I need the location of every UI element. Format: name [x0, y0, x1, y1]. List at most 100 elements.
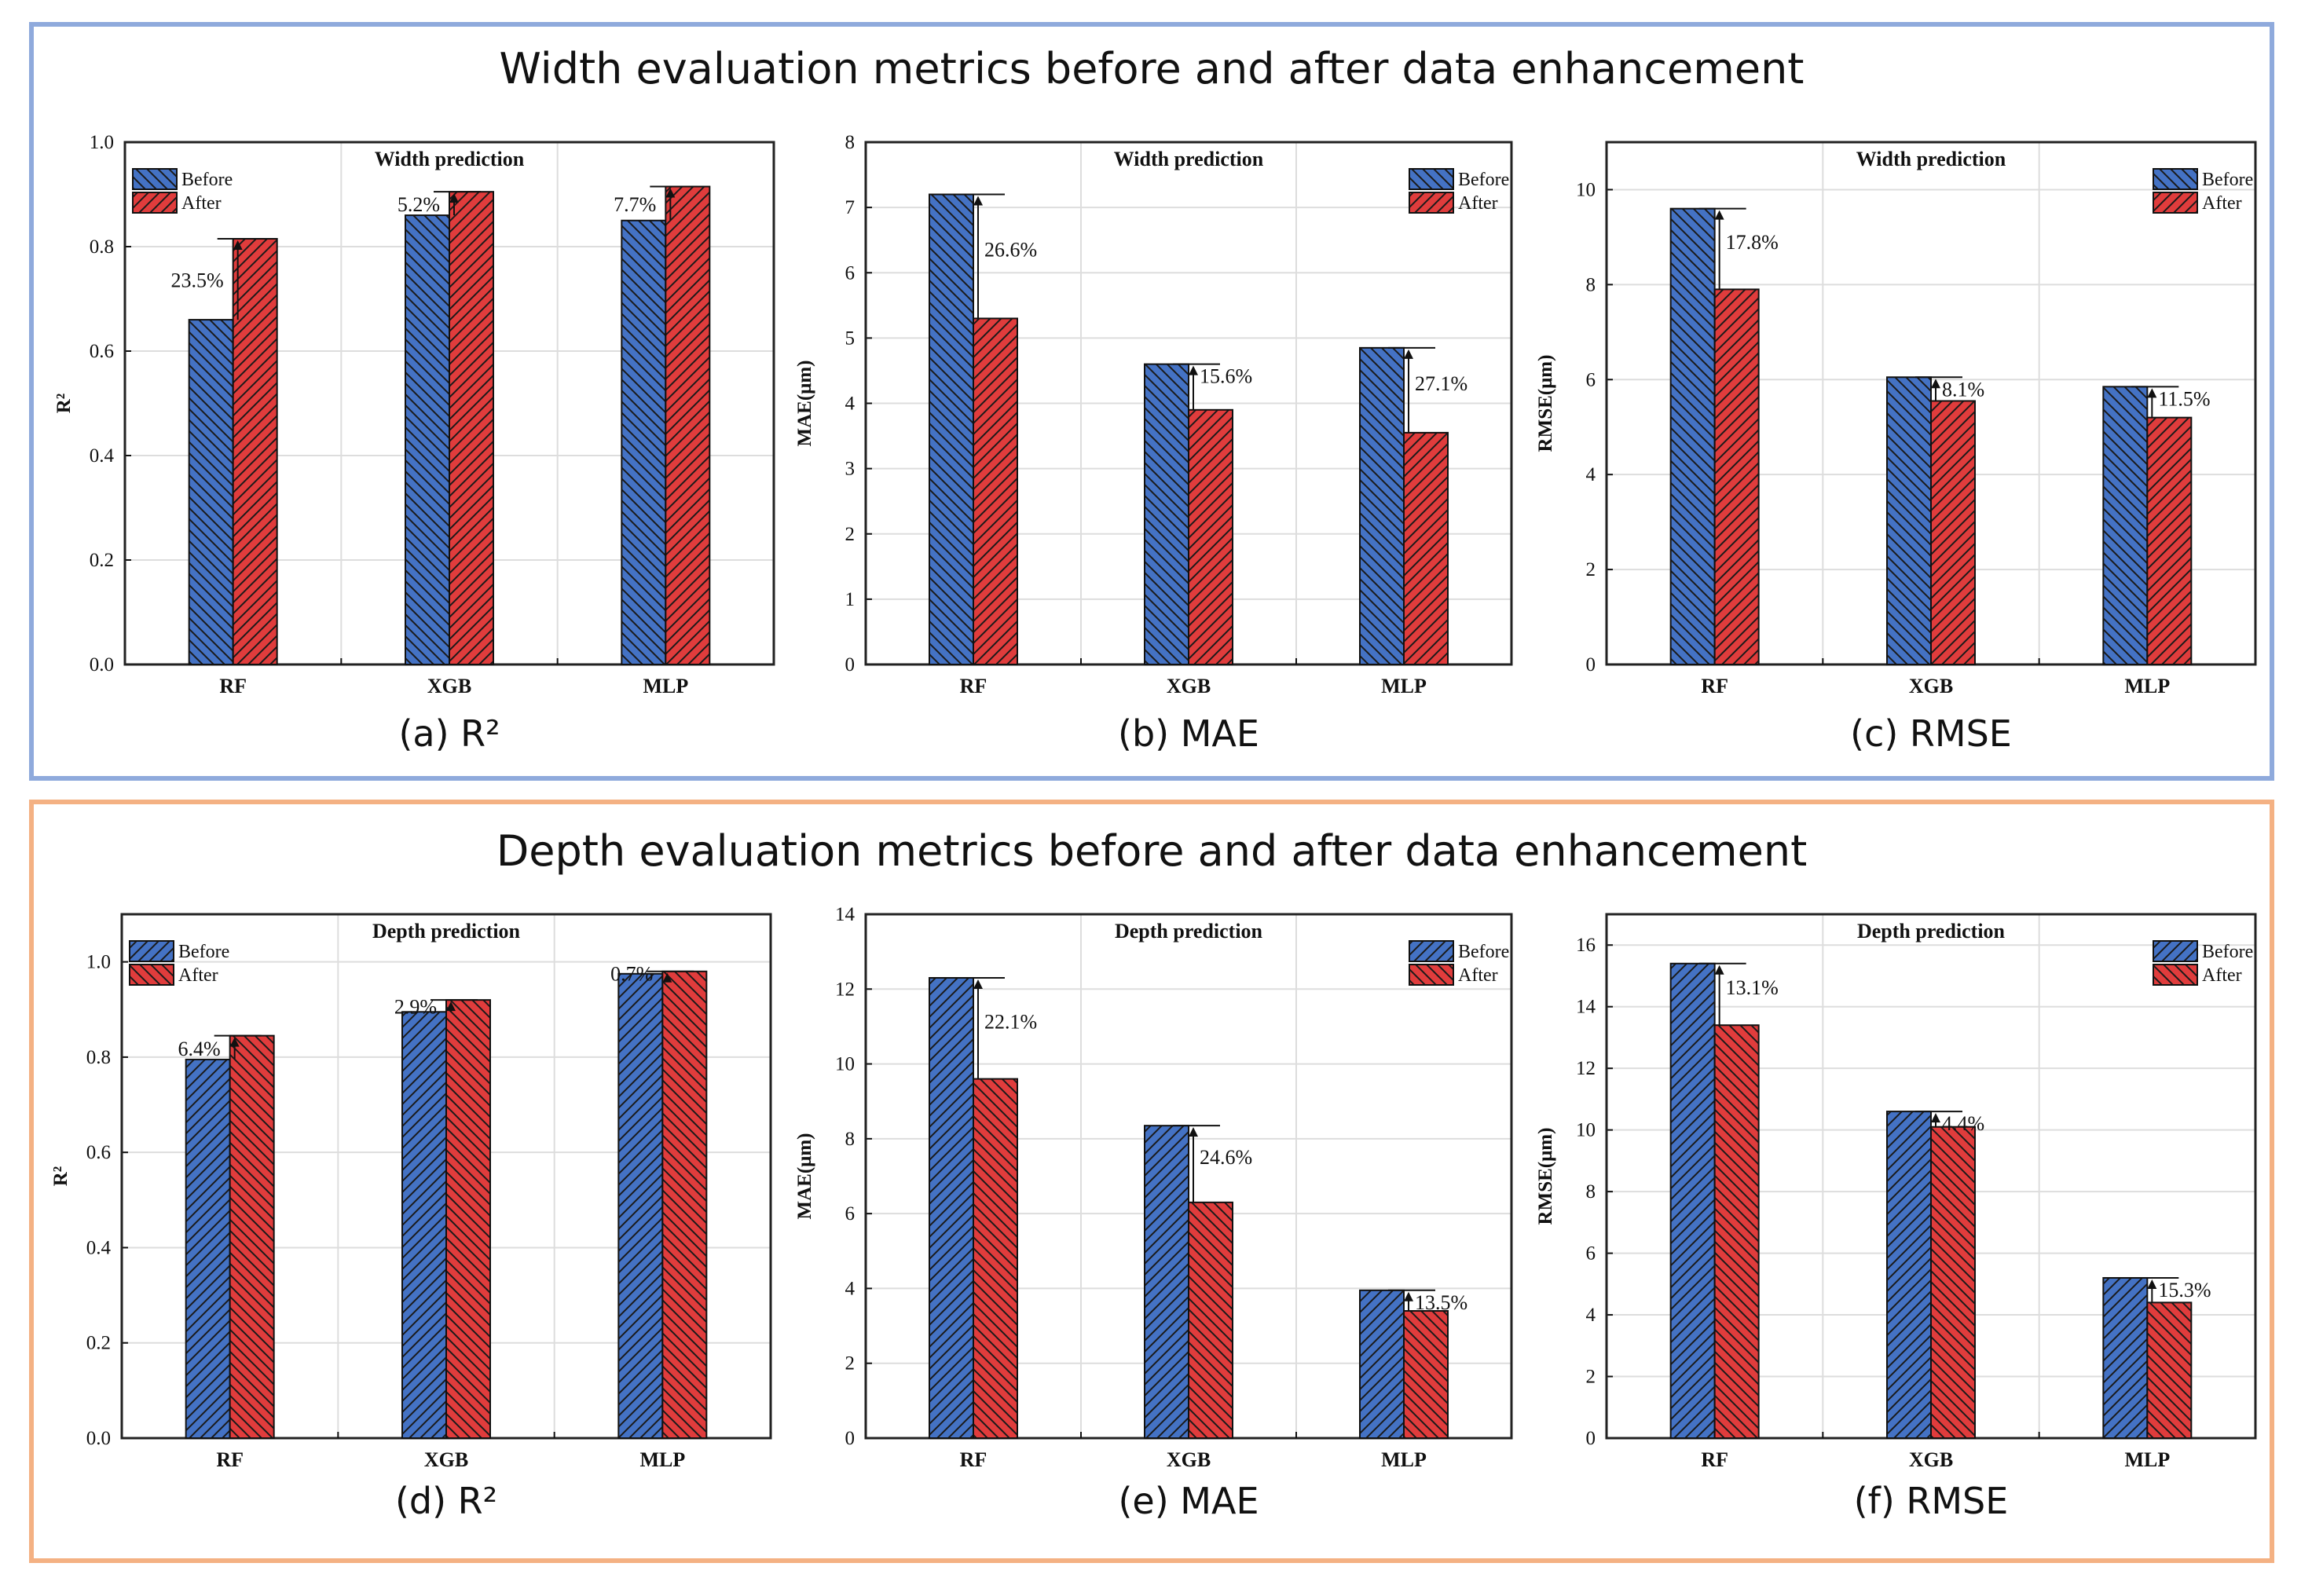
x-tick-label: XGB	[1167, 1448, 1211, 1471]
width-section: Width evaluation metrics before and afte…	[29, 22, 2274, 781]
legend-label: Before	[178, 942, 229, 962]
bar-before-RF	[1669, 962, 1716, 1439]
y-tick-label: 2	[845, 1353, 856, 1375]
bar-after-XGB	[445, 999, 491, 1440]
bar-before-RF	[929, 976, 974, 1439]
chart-5: 0 2 4 6 8 10 12 14 16 13.1% RF 4.4% XGB 15.3% MLP Depth…	[1535, 913, 2257, 1522]
depth-section: Depth evaluation metrics before and afte…	[29, 800, 2274, 1563]
x-tick-label: MLP	[1381, 1448, 1427, 1471]
bar-after-RF	[973, 1078, 1018, 1439]
panel-caption: (c) RMSE	[1850, 712, 2012, 755]
bar-after-RF	[1713, 1024, 1760, 1439]
y-tick-label: 6	[1586, 369, 1596, 390]
annotation-label: 24.6%	[1200, 1146, 1252, 1169]
panel-title: Width prediction	[1114, 148, 1264, 170]
arrow-head	[446, 1001, 456, 1012]
y-tick-label: 2	[1586, 1367, 1596, 1388]
x-tick-label: RF	[216, 1448, 244, 1471]
annotation-label: 6.4%	[178, 1038, 220, 1060]
arrow-head	[1189, 1127, 1198, 1137]
legend-swatch-after	[2153, 192, 2198, 214]
x-tick-label: RF	[960, 675, 987, 697]
y-tick-label: 2	[1586, 559, 1596, 580]
arrow-head	[1931, 379, 1940, 389]
legend-swatch-before	[2153, 168, 2198, 190]
annotation-label: 11.5%	[2158, 387, 2210, 410]
bar-before-XGB	[1144, 1125, 1189, 1439]
y-tick-label: 10	[1576, 1120, 1596, 1141]
annotation-label: 5.2%	[398, 193, 440, 216]
x-tick-label: MLP	[2124, 675, 2170, 697]
bar-after-XGB	[1188, 1201, 1233, 1439]
y-tick-label: 1	[845, 589, 856, 610]
arrow-head	[973, 979, 983, 989]
y-axis-label: R²	[53, 394, 75, 414]
y-tick-label: 0.2	[86, 1333, 111, 1354]
y-tick-label: 12	[1576, 1058, 1596, 1079]
annotation-label: 13.1%	[1726, 976, 1779, 999]
y-axis-label: MAE(μm)	[794, 361, 815, 447]
y-tick-label: 0	[1586, 654, 1596, 675]
arrow-head	[233, 240, 243, 251]
y-tick-label: 0.8	[90, 236, 114, 258]
panel-caption: (d) R²	[395, 1480, 497, 1522]
bar-before-RF	[1669, 207, 1716, 665]
arrow-head	[449, 193, 459, 203]
bar-after-MLP	[661, 970, 708, 1440]
legend-swatch-after	[132, 192, 178, 214]
y-tick-label: 4	[1586, 1305, 1596, 1326]
bar-before-XGB	[1886, 1111, 1932, 1439]
bar-before-RF	[929, 193, 974, 665]
legend-label: After	[2202, 965, 2242, 986]
y-tick-label: 0	[845, 1428, 856, 1449]
panel-caption: (e) MAE	[1118, 1480, 1259, 1522]
x-tick-label: XGB	[1167, 675, 1211, 697]
y-tick-label: 12	[835, 979, 855, 1000]
bar-before-XGB	[1144, 363, 1189, 665]
bar-after-MLP	[2146, 416, 2193, 665]
panel-title: Depth prediction	[1115, 920, 1263, 943]
bar-after-RF	[973, 317, 1018, 665]
legend-label: Before	[2202, 942, 2253, 962]
y-tick-label: 8	[1586, 1181, 1596, 1202]
y-tick-label: 0.8	[86, 1047, 111, 1068]
arrow-head	[2147, 388, 2157, 398]
bar-after-MLP	[1403, 431, 1449, 665]
legend-label: After	[1458, 965, 1498, 986]
bar-before-XGB	[1886, 376, 1932, 665]
legend-swatch-before	[1409, 168, 1454, 190]
annotation-label: 23.5%	[170, 269, 223, 292]
legend-swatch-before	[129, 940, 174, 962]
annotation-label: 8.1%	[1942, 378, 1984, 401]
y-tick-label: 4	[845, 1278, 856, 1299]
annotation-label: 26.6%	[984, 238, 1037, 261]
annotation-label: 15.6%	[1200, 365, 1252, 388]
legend-label: After	[2202, 193, 2242, 214]
y-tick-label: 0.2	[90, 550, 114, 571]
legend-label: After	[178, 965, 218, 986]
y-axis-label: RMSE(μm)	[1535, 1128, 1556, 1225]
y-tick-label: 4	[845, 394, 856, 415]
panel-title: Width prediction	[375, 148, 525, 170]
y-tick-label: 8	[845, 132, 856, 153]
x-tick-label: XGB	[1909, 675, 1953, 697]
y-tick-label: 14	[1576, 997, 1596, 1018]
bar-after-MLP	[2146, 1301, 2193, 1440]
annotation-label: 2.9%	[394, 996, 437, 1019]
y-tick-label: 1.0	[86, 952, 111, 973]
x-tick-label: RF	[960, 1448, 987, 1471]
arrow-head	[1714, 965, 1724, 975]
bar-before-MLP	[2102, 386, 2149, 665]
annotation-label: 13.5%	[1415, 1291, 1467, 1314]
y-tick-label: 1.0	[90, 132, 114, 153]
chart-1: 0 1 2 3 4 5 6 7 8 26.6% RF 15.6% XGB 27.1% MLP Width pr…	[794, 132, 1513, 755]
bar-before-XGB	[401, 1011, 447, 1439]
legend-label: After	[1458, 193, 1498, 214]
width-section-title: Width evaluation metrics before and afte…	[499, 44, 1805, 93]
bar-before-MLP	[1359, 346, 1405, 665]
panel-title: Width prediction	[1856, 148, 2006, 170]
bar-before-MLP	[617, 972, 664, 1439]
y-tick-label: 7	[845, 197, 856, 218]
chart-3: 0.0 0.2 0.4 0.6 0.8 1.0 6.4% RF 2.9% XGB 0.7% MLP De…	[50, 913, 772, 1522]
